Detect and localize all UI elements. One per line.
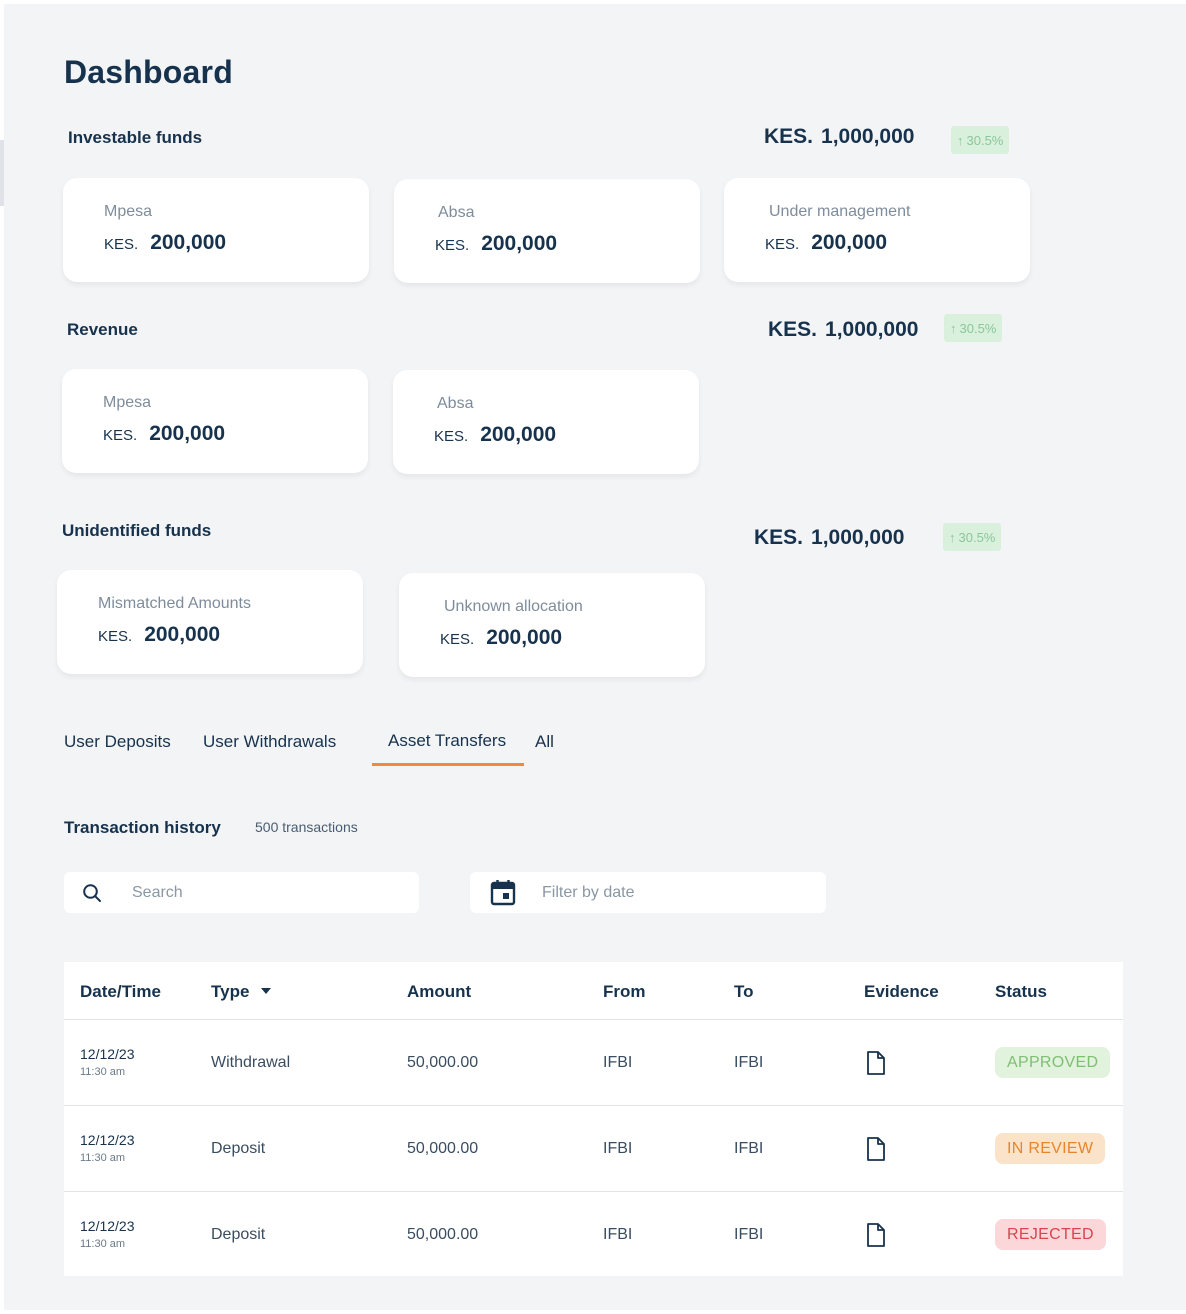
document-icon[interactable]: [866, 1223, 886, 1247]
table-row[interactable]: 12/12/23 11:30 am Deposit 50,000.00 IFBI…: [64, 1106, 1123, 1192]
column-header-amount: Amount: [407, 982, 472, 1001]
card-investable-mpesa[interactable]: Mpesa KES. 200,000: [63, 178, 369, 282]
table-row[interactable]: 12/12/23 11:30 am Deposit 50,000.00 IFBI…: [64, 1192, 1123, 1278]
tab-asset-transfers[interactable]: Asset Transfers: [388, 731, 507, 750]
unidentified-change-badge: ↑ 30.5%: [943, 523, 1002, 551]
transaction-count: 500 transactions: [255, 819, 358, 835]
status-badge: REJECTED: [995, 1219, 1106, 1250]
card-investable-absa[interactable]: Absa KES. 200,000: [394, 179, 700, 283]
investable-total: KES. 1,000,000: [764, 125, 915, 148]
column-header-datetime: Date/Time: [80, 982, 161, 1001]
sidebar-edge: [0, 140, 4, 206]
transactions-table: Date/Time Type Amount From To Evidence S…: [64, 962, 1123, 1276]
search-box: [64, 872, 419, 913]
table-row[interactable]: 12/12/23 11:30 am Withdrawal 50,000.00 I…: [64, 1020, 1123, 1106]
date-filter-input[interactable]: [542, 872, 802, 913]
caret-down-icon[interactable]: [261, 987, 272, 994]
card-investable-under-management[interactable]: Under management KES. 200,000: [724, 178, 1030, 282]
card-revenue-mpesa[interactable]: Mpesa KES. 200,000: [62, 369, 368, 473]
status-badge: IN REVIEW: [995, 1133, 1106, 1164]
calendar-icon[interactable]: [490, 879, 516, 906]
tab-user-deposits[interactable]: User Deposits: [64, 732, 171, 751]
active-tab-indicator: [372, 763, 524, 766]
revenue-total: KES. 1,000,000: [768, 318, 919, 341]
search-input[interactable]: [132, 872, 392, 913]
arrow-up-icon: ↑: [949, 529, 956, 545]
column-header-evidence: Evidence: [864, 982, 939, 1001]
column-header-type[interactable]: Type: [211, 982, 272, 1002]
tab-user-withdrawals[interactable]: User Withdrawals: [203, 732, 337, 751]
column-header-from: From: [603, 982, 646, 1001]
date-filter-box: [470, 872, 826, 913]
investable-change-badge: ↑ 30.5%: [951, 126, 1010, 154]
card-unknown-allocation[interactable]: Unknown allocation KES. 200,000: [399, 573, 705, 677]
revenue-change-badge: ↑ 30.5%: [944, 314, 1003, 342]
arrow-up-icon: ↑: [957, 132, 964, 148]
column-header-to: To: [734, 982, 754, 1001]
search-icon: [83, 884, 101, 902]
transaction-history-title: Transaction history: [64, 818, 221, 837]
card-mismatched-amounts[interactable]: Mismatched Amounts KES. 200,000: [57, 570, 363, 674]
section-label-investable: Investable funds: [68, 128, 203, 147]
document-icon[interactable]: [866, 1137, 886, 1161]
table-header: Date/Time Type Amount From To Evidence S…: [64, 962, 1123, 1020]
document-icon[interactable]: [866, 1051, 886, 1075]
column-header-status: Status: [995, 982, 1047, 1001]
section-label-revenue: Revenue: [67, 320, 138, 339]
arrow-up-icon: ↑: [950, 320, 957, 336]
status-badge: APPROVED: [995, 1047, 1111, 1078]
section-label-unidentified: Unidentified funds: [62, 521, 212, 540]
unidentified-total: KES. 1,000,000: [754, 526, 905, 549]
card-revenue-absa[interactable]: Absa KES. 200,000: [393, 370, 699, 474]
tab-all[interactable]: All: [535, 732, 554, 751]
page-title: Dashboard: [64, 54, 233, 90]
